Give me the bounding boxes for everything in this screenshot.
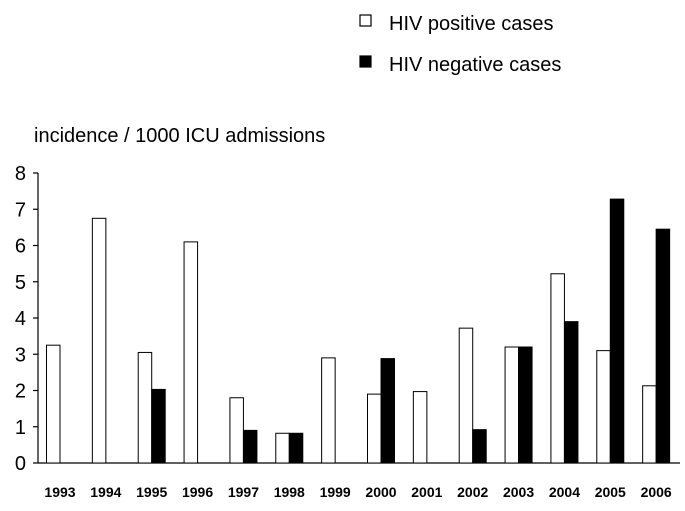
bar-hiv-positive-1997 — [229, 397, 244, 464]
x-tick-label: 2004 — [549, 484, 580, 500]
bar-hiv-positive-2006 — [642, 385, 657, 464]
x-tick-label: 1995 — [136, 484, 167, 500]
bar-hiv-negative-2003 — [518, 346, 533, 464]
x-tick-label: 2006 — [641, 484, 672, 500]
bar-hiv-positive-1995 — [137, 351, 153, 464]
x-tick-label: 1997 — [228, 484, 259, 500]
bar-hiv-positive-2002 — [458, 327, 474, 464]
x-tick-label: 1999 — [320, 484, 351, 500]
bar-hiv-negative-1997 — [242, 429, 258, 464]
bar-hiv-negative-2004 — [563, 321, 579, 464]
y-tick-label: 1 — [15, 417, 26, 439]
y-tick-label: 4 — [15, 308, 26, 330]
bar-hiv-negative-1998 — [288, 432, 304, 464]
x-tick-label: 2002 — [457, 484, 488, 500]
y-tick-label: 5 — [15, 272, 26, 294]
x-ticks: 1993 1994 1995 1996 1997 1998 1999 2000 2001 2002… — [44, 484, 672, 500]
legend-swatch-hiv-negative — [359, 55, 372, 68]
bar-hiv-positive-1996 — [183, 241, 199, 464]
x-tick-label: 1994 — [90, 484, 121, 500]
legend-label-hiv-negative: HIV negative cases — [389, 54, 561, 76]
y-axis-label: incidence / 1000 ICU admissions — [34, 125, 325, 147]
bar-hiv-positive-2004 — [550, 273, 565, 464]
legend: HIV positive cases HIV negative cases — [359, 13, 561, 76]
x-tick-label: 2003 — [503, 484, 534, 500]
y-tick-label: 6 — [15, 236, 26, 258]
bar-hiv-negative-2000 — [380, 358, 395, 464]
bar-hiv-negative-1995 — [151, 388, 166, 464]
bar-hiv-positive-2001 — [412, 391, 428, 464]
legend-swatch-hiv-positive — [359, 14, 372, 27]
bar-hiv-negative-2002 — [472, 429, 487, 464]
x-tick-label: 1993 — [44, 484, 75, 500]
legend-label-hiv-positive: HIV positive cases — [389, 13, 554, 35]
y-tick-label: 3 — [15, 344, 26, 366]
x-tick-label: 1996 — [182, 484, 213, 500]
bar-hiv-positive-1993 — [46, 344, 61, 464]
bar-hiv-positive-2005 — [596, 350, 611, 464]
bars — [46, 198, 671, 464]
x-tick-label: 2001 — [411, 484, 442, 500]
x-tick-label: 2005 — [595, 484, 626, 500]
y-tick-label: 2 — [15, 381, 26, 403]
x-tick-label: 1998 — [274, 484, 305, 500]
bar-hiv-negative-2006 — [655, 228, 671, 464]
bar-hiv-positive-2000 — [367, 393, 382, 464]
bar-hiv-positive-1998 — [275, 432, 290, 464]
y-ticks: 0 1 2 3 4 5 6 7 8 — [15, 163, 38, 475]
y-tick-label: 0 — [15, 453, 26, 475]
bar-hiv-positive-1999 — [321, 357, 336, 464]
bar-hiv-positive-2003 — [504, 346, 520, 464]
y-tick-label: 8 — [15, 163, 26, 185]
y-tick-label: 7 — [15, 199, 26, 221]
x-tick-label: 2000 — [365, 484, 396, 500]
bar-hiv-negative-2005 — [609, 198, 625, 464]
bar-hiv-positive-1994 — [91, 217, 107, 464]
